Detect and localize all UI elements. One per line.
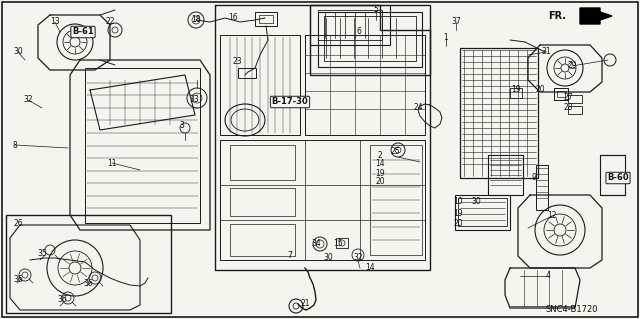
Text: 6: 6 [356, 27, 362, 36]
Bar [305, 35, 425, 135]
Text: 33: 33 [189, 95, 199, 105]
Text: 3: 3 [180, 122, 184, 130]
Text: FR.: FR. [548, 11, 566, 21]
Text: 22: 22 [105, 18, 115, 26]
Bar [458, 198, 507, 226]
Bar [310, 5, 430, 75]
Bar [238, 68, 256, 78]
Bar [85, 68, 200, 223]
Bar [6, 215, 171, 313]
Bar [230, 224, 295, 256]
Text: 20: 20 [535, 85, 545, 94]
Text: 20: 20 [375, 177, 385, 187]
Text: 1: 1 [444, 33, 449, 42]
Text: 9: 9 [532, 174, 536, 182]
Bar [318, 10, 382, 40]
Bar [310, 5, 390, 45]
Text: 21: 21 [300, 300, 310, 308]
Text: 5: 5 [374, 5, 378, 14]
Text: B-61: B-61 [72, 27, 94, 36]
Text: 7: 7 [287, 251, 292, 261]
Text: 14: 14 [375, 160, 385, 168]
Text: 36: 36 [13, 276, 23, 285]
Bar [568, 106, 582, 114]
Bar [510, 88, 522, 98]
Text: 36: 36 [83, 279, 93, 288]
Text: 25: 25 [390, 147, 400, 157]
Text: 4: 4 [545, 271, 550, 280]
Text: 15: 15 [333, 239, 343, 248]
Text: 37: 37 [451, 18, 461, 26]
Text: 34: 34 [311, 239, 321, 248]
Bar [336, 238, 348, 248]
Bar [488, 155, 523, 195]
Text: B-17-30: B-17-30 [271, 98, 308, 107]
Text: 8: 8 [13, 140, 17, 150]
Text: 24: 24 [413, 103, 423, 113]
Text: SNC4-B1720: SNC4-B1720 [545, 306, 598, 315]
Bar [230, 145, 295, 180]
Text: 14: 14 [365, 263, 375, 272]
Bar [568, 95, 582, 103]
Text: 31: 31 [541, 48, 551, 56]
Bar [600, 155, 625, 195]
Bar [318, 12, 422, 67]
Bar [324, 16, 416, 61]
Text: 18: 18 [191, 16, 201, 25]
Text: B-60: B-60 [607, 174, 629, 182]
Bar [460, 48, 538, 178]
Text: 30: 30 [323, 254, 333, 263]
Text: 29: 29 [567, 62, 577, 70]
Polygon shape [580, 8, 612, 24]
Bar [255, 12, 277, 26]
Text: 32: 32 [23, 95, 33, 105]
Text: 20: 20 [453, 219, 463, 228]
Bar [370, 145, 422, 255]
Text: 19: 19 [375, 168, 385, 177]
Bar [554, 88, 568, 100]
Text: 23: 23 [232, 57, 242, 66]
Text: 28: 28 [563, 103, 573, 113]
Text: 27: 27 [563, 93, 573, 101]
Text: 30: 30 [471, 197, 481, 206]
Text: 19: 19 [453, 209, 463, 218]
Text: 32: 32 [353, 254, 363, 263]
Bar [259, 15, 273, 23]
Text: 2: 2 [378, 151, 382, 160]
Bar [220, 140, 425, 260]
Text: 13: 13 [50, 18, 60, 26]
Bar [230, 188, 295, 216]
Text: FR.: FR. [591, 11, 605, 20]
Text: 12: 12 [547, 211, 557, 220]
Bar [220, 35, 300, 135]
Text: 26: 26 [13, 219, 23, 227]
Text: 11: 11 [108, 159, 116, 167]
Text: 19: 19 [511, 85, 521, 94]
Text: 35: 35 [37, 249, 47, 258]
Bar [536, 165, 548, 210]
Text: 10: 10 [453, 197, 463, 206]
Bar [455, 195, 510, 230]
Text: 16: 16 [228, 13, 238, 23]
Text: 36: 36 [57, 295, 67, 305]
Text: 30: 30 [13, 48, 23, 56]
Bar [557, 91, 565, 97]
